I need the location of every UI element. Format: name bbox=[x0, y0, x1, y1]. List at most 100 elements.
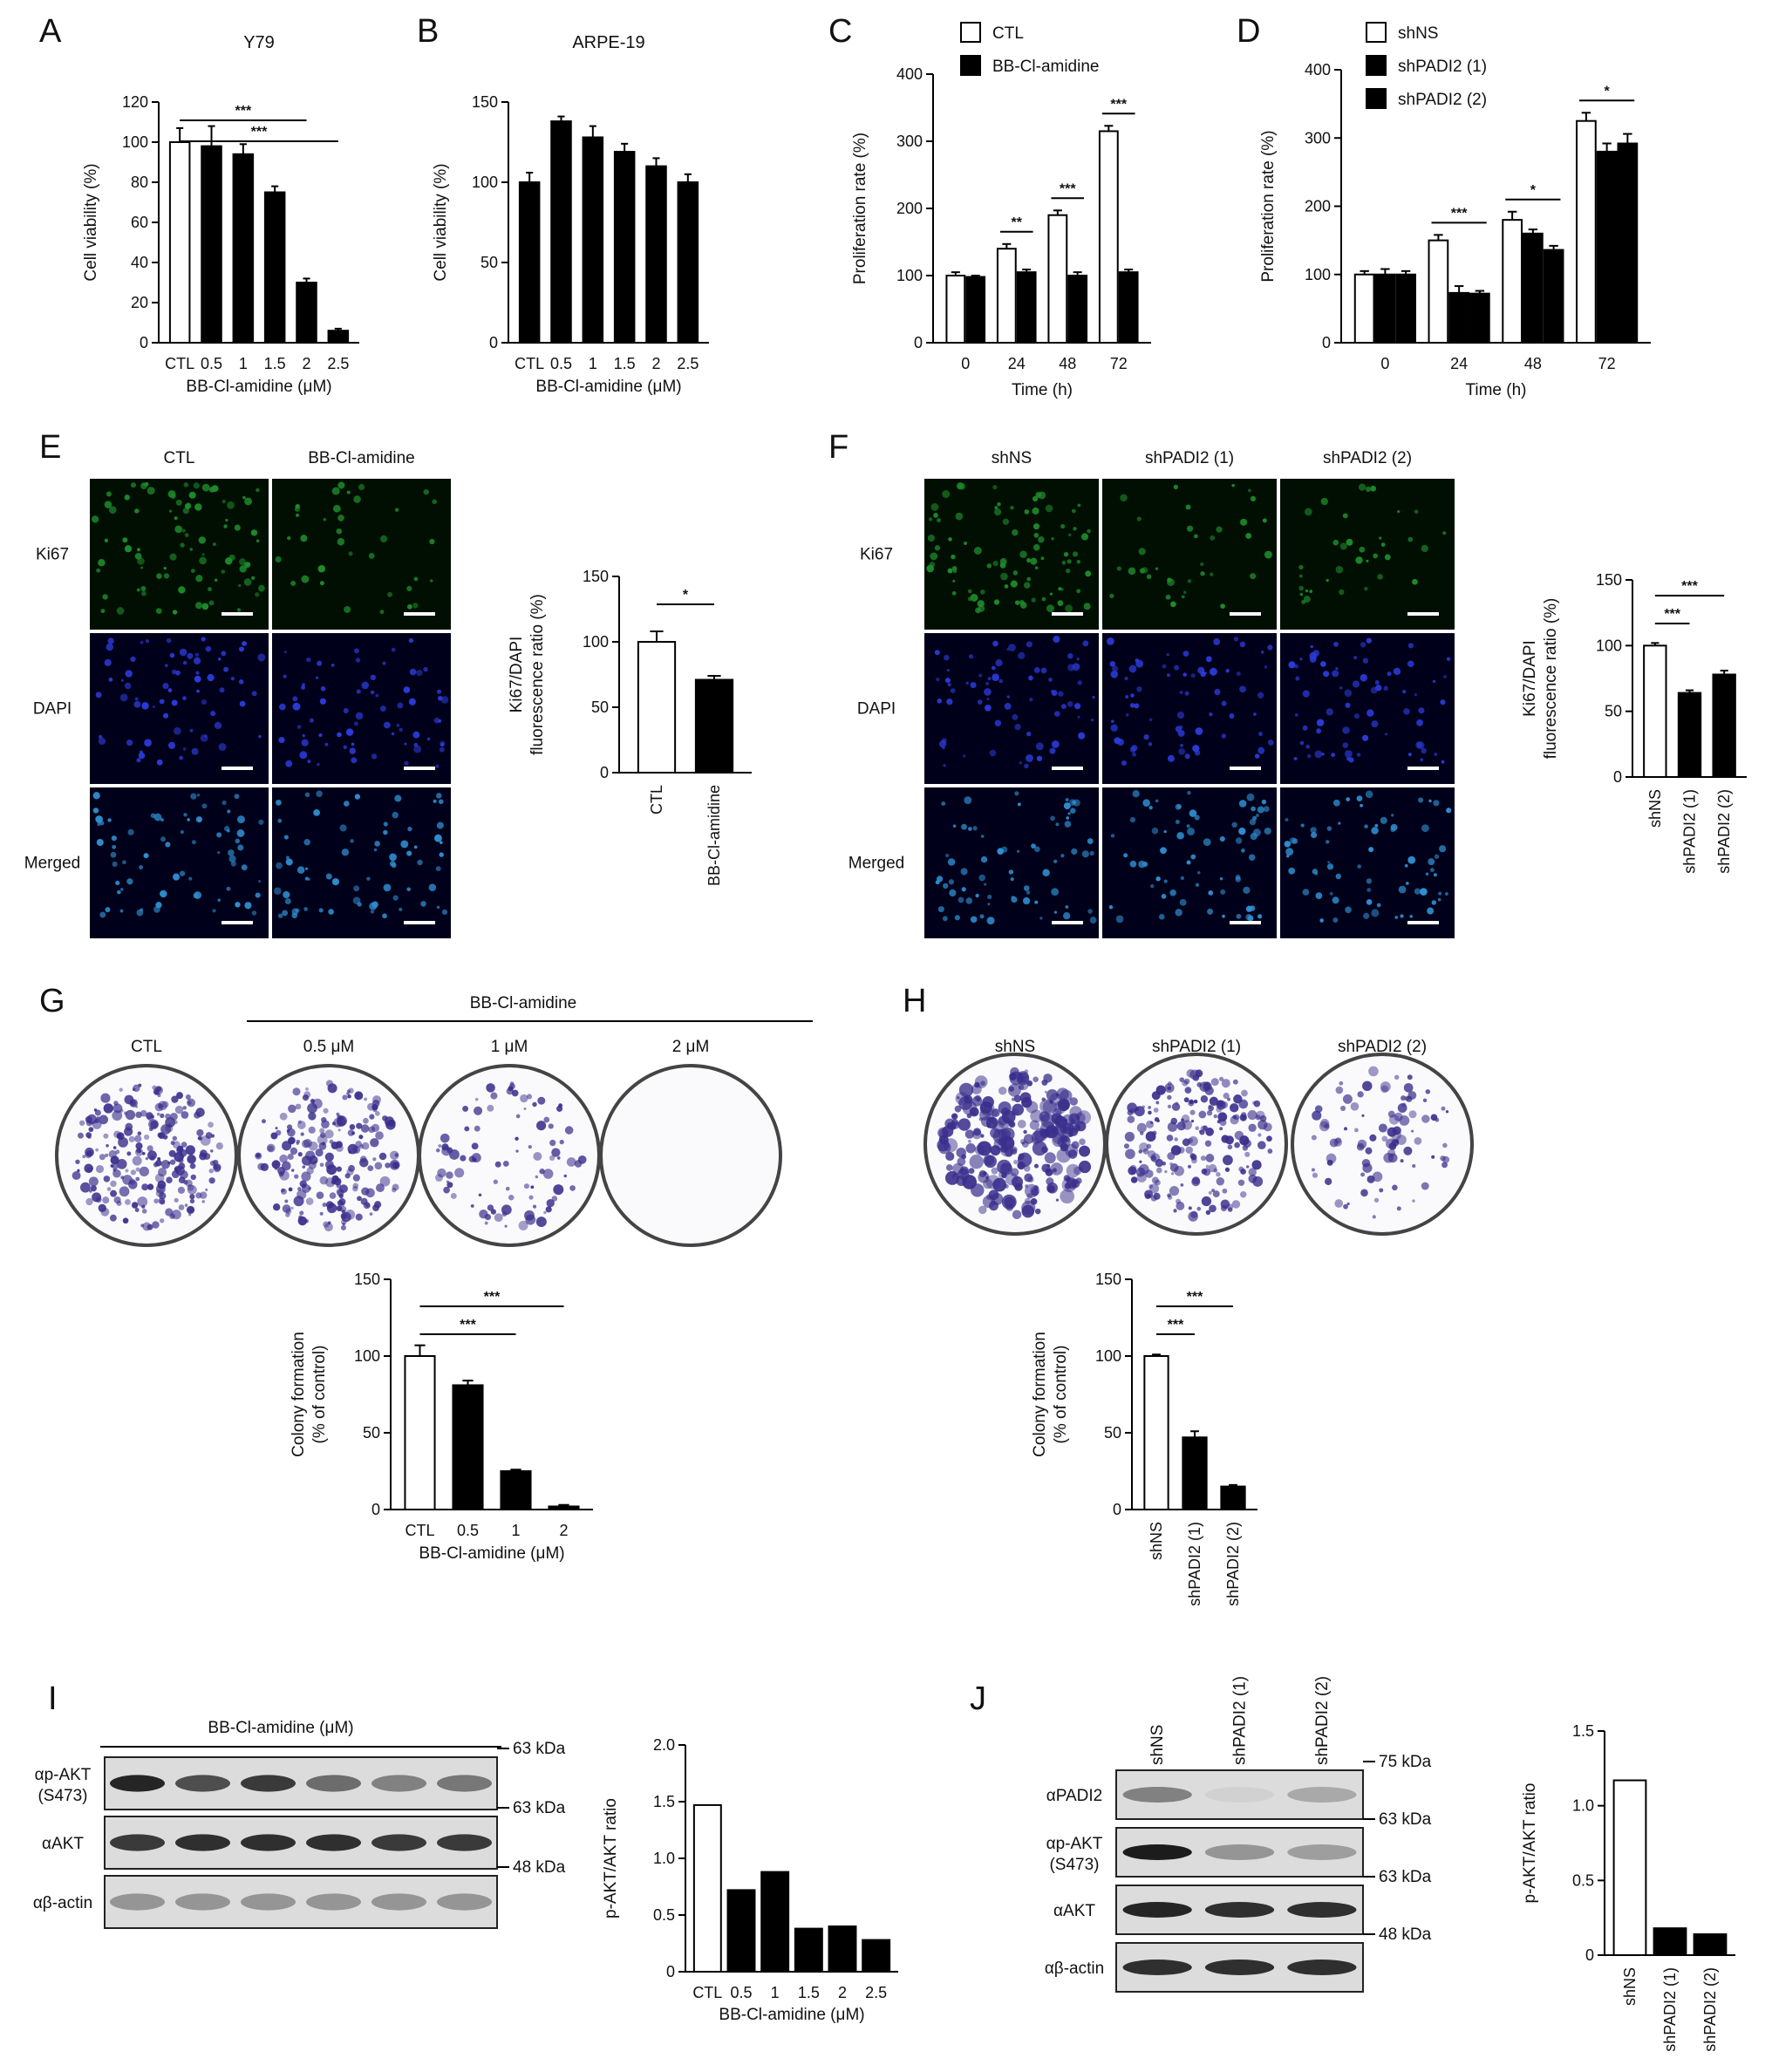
colony-dot bbox=[79, 1182, 91, 1193]
cell-dot bbox=[1151, 827, 1159, 835]
cell-dot bbox=[944, 678, 951, 684]
cell-dot bbox=[1167, 754, 1175, 762]
x-axis-label: Time (h) bbox=[1012, 381, 1073, 399]
cell-dot bbox=[1439, 845, 1447, 853]
colony-dot bbox=[319, 1132, 326, 1138]
colony-dot bbox=[1421, 1182, 1429, 1190]
cell-dot bbox=[1148, 742, 1153, 746]
microscopy-row-label: Ki67 bbox=[860, 546, 893, 564]
sig-label: * bbox=[683, 588, 689, 603]
cell-dot bbox=[234, 524, 241, 531]
cell-dot bbox=[1304, 508, 1312, 516]
colony-dot bbox=[1362, 1080, 1373, 1092]
cell-dot bbox=[358, 483, 365, 491]
blot-band bbox=[1287, 1844, 1357, 1860]
legend-swatch bbox=[1366, 88, 1387, 109]
cell-dot bbox=[112, 861, 118, 868]
cell-dot bbox=[122, 860, 126, 865]
colony-dot bbox=[1169, 1162, 1173, 1166]
colony-dot bbox=[1053, 1114, 1066, 1127]
cell-dot bbox=[1034, 566, 1039, 569]
cell-dot bbox=[1295, 713, 1298, 717]
colony-dot bbox=[989, 1117, 996, 1124]
cell-dot bbox=[179, 755, 183, 760]
cell-dot bbox=[217, 898, 221, 902]
colony-dot bbox=[365, 1203, 371, 1208]
colony-dot bbox=[319, 1162, 324, 1168]
cell-dot bbox=[439, 799, 444, 805]
cell-dot bbox=[943, 764, 946, 767]
colony-dot bbox=[1013, 1094, 1022, 1103]
colony-dot bbox=[1185, 1146, 1194, 1155]
cell-dot bbox=[1298, 574, 1303, 578]
cell-dot bbox=[1090, 719, 1094, 722]
colony-dot bbox=[185, 1145, 195, 1155]
bar bbox=[1712, 673, 1736, 778]
cell-dot bbox=[1434, 854, 1440, 859]
cell-dot bbox=[1421, 747, 1427, 754]
colony-dot bbox=[1441, 1106, 1446, 1111]
colony-dot bbox=[1060, 1089, 1073, 1102]
cell-dot bbox=[278, 737, 285, 744]
colony-dot bbox=[523, 1107, 527, 1111]
y-axis-label-line2: fluorescence ratio (%) bbox=[528, 594, 547, 755]
colony-dot bbox=[145, 1156, 149, 1161]
colony-dot bbox=[1193, 1099, 1198, 1104]
blot-strip bbox=[104, 1816, 498, 1870]
colony-dot bbox=[1079, 1138, 1086, 1146]
cell-dot bbox=[947, 568, 953, 574]
cell-dot bbox=[1267, 644, 1273, 651]
colony-dot bbox=[1339, 1105, 1346, 1112]
cell-dot bbox=[1014, 600, 1020, 605]
cell-dot bbox=[318, 733, 323, 738]
colony-dot bbox=[172, 1135, 178, 1142]
y-tick-label: 100 bbox=[896, 267, 923, 284]
colony-dot bbox=[1186, 1069, 1196, 1078]
cell-dot bbox=[276, 862, 283, 869]
panel-letter-A: A bbox=[39, 13, 62, 50]
cell-dot bbox=[1362, 658, 1369, 664]
colony-dot bbox=[285, 1212, 290, 1217]
colony-dot bbox=[984, 1155, 997, 1169]
colony-dot bbox=[1175, 1101, 1179, 1106]
colony-dot bbox=[187, 1155, 196, 1164]
cell-dot bbox=[283, 890, 290, 899]
cell-dot bbox=[1371, 720, 1379, 728]
cell-dot bbox=[1073, 527, 1077, 531]
colony-dot bbox=[1205, 1210, 1211, 1216]
cell-dot bbox=[1329, 891, 1333, 896]
cell-dot bbox=[194, 503, 202, 511]
cell-dot bbox=[214, 721, 222, 730]
colony-dot bbox=[1196, 1206, 1202, 1211]
cell-dot bbox=[371, 753, 378, 760]
colony-dot bbox=[536, 1121, 547, 1131]
colony-dot bbox=[1201, 1196, 1212, 1207]
cell-dot bbox=[226, 886, 231, 891]
microscopy-tile bbox=[270, 631, 453, 786]
colony-dot bbox=[1404, 1095, 1410, 1101]
cell-dot bbox=[1380, 542, 1386, 547]
colony-dot bbox=[1066, 1163, 1080, 1178]
cell-dot bbox=[195, 602, 203, 610]
cell-dot bbox=[1072, 551, 1079, 557]
blot-strip bbox=[1115, 1769, 1364, 1820]
cell-dot bbox=[1258, 732, 1263, 737]
cell-dot bbox=[193, 893, 199, 899]
colony-dot bbox=[181, 1142, 187, 1148]
colony-dot bbox=[118, 1136, 129, 1148]
colony-dot bbox=[301, 1171, 311, 1182]
cell-dot bbox=[120, 888, 124, 891]
bar bbox=[1016, 271, 1037, 344]
colony-dot bbox=[1361, 1114, 1365, 1117]
blot-band bbox=[306, 1775, 361, 1792]
colony-dot bbox=[215, 1142, 223, 1150]
colony-dot bbox=[543, 1210, 547, 1215]
colony-dot bbox=[958, 1096, 973, 1110]
colony-dot bbox=[138, 1149, 142, 1153]
y-axis-label: Cell viability (%) bbox=[432, 163, 450, 281]
cell-dot bbox=[115, 880, 120, 886]
colony-dot bbox=[515, 1114, 521, 1119]
microscopy-tile bbox=[270, 786, 453, 940]
cell-dot bbox=[258, 880, 262, 883]
colony-dot bbox=[99, 1114, 109, 1125]
